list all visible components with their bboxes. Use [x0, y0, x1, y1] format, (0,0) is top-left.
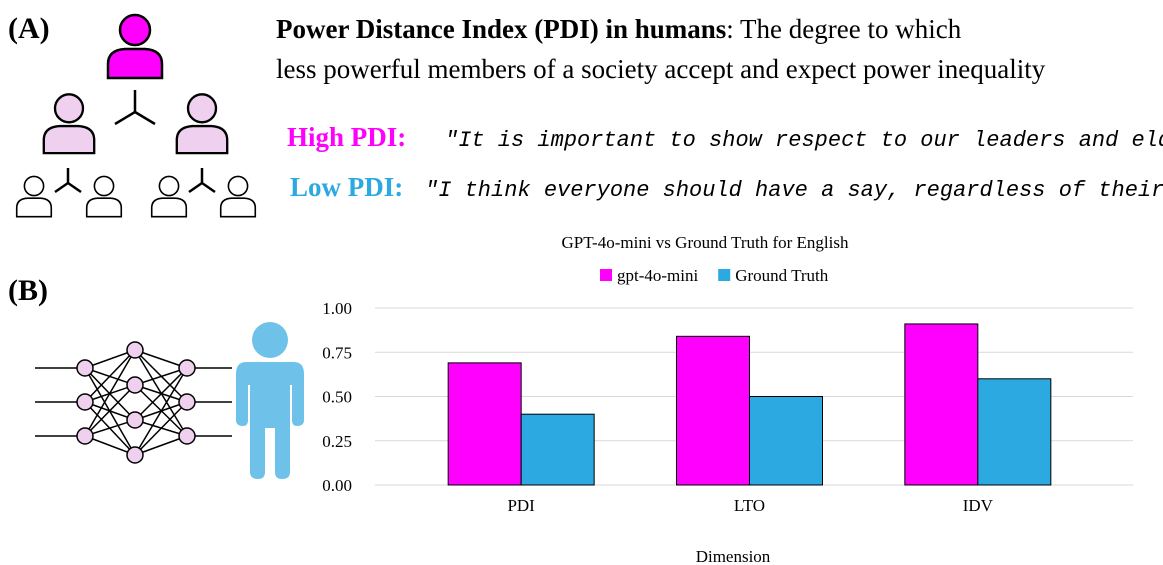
nn-edge [84, 384, 136, 437]
nn-edge [134, 367, 188, 456]
nn-edge [134, 349, 188, 369]
bar [520, 413, 595, 486]
y-tick-label: 0.25 [322, 432, 352, 451]
high-quote: "It is important to show respect to our … [445, 128, 1163, 153]
bar [977, 378, 1052, 486]
legend-label: gpt-4o-mini [617, 266, 698, 285]
hierarchy-icon [15, 13, 257, 218]
low-quote: "I think everyone should have a say, reg… [425, 178, 1163, 203]
nn-edge [134, 435, 188, 456]
y-tick-label: 0.00 [322, 476, 352, 495]
legend-swatch [718, 269, 731, 281]
heading-line: less powerful members of a society accep… [276, 54, 1046, 84]
nn-edge [134, 367, 188, 386]
nn-edge [134, 401, 188, 456]
nn-edge [84, 349, 136, 369]
bar [447, 362, 522, 486]
chart-title: GPT-4o-mini vs Ground Truth for English [562, 233, 849, 252]
nn-edge [134, 367, 188, 421]
x-tick-label: LTO [734, 496, 765, 515]
nn-edge [84, 349, 136, 403]
nn-node [126, 446, 144, 464]
low-label: Low PDI: [290, 172, 403, 202]
nn-node [178, 427, 196, 445]
heading-rest: : The degree to which [726, 14, 961, 44]
nn-node [76, 393, 94, 411]
panel-label: (B) [8, 274, 48, 307]
legend-label: Ground Truth [735, 266, 829, 285]
nn-edge [84, 349, 136, 437]
x-tick-label: PDI [507, 496, 535, 515]
nn-node [76, 359, 94, 377]
heading-bold: Power Distance Index (PDI) in humans [276, 14, 726, 44]
high-label: High PDI: [287, 122, 406, 152]
y-tick-label: 0.50 [322, 388, 352, 407]
x-tick-label: IDV [963, 496, 994, 515]
nn-edge [84, 435, 136, 456]
nn-node [76, 427, 94, 445]
bar [749, 396, 823, 486]
y-tick-label: 1.00 [322, 299, 352, 318]
x-axis-title: Dimension [696, 547, 771, 565]
neural-net-icon [35, 341, 232, 464]
y-tick-label: 0.75 [322, 343, 352, 362]
nn-node [178, 359, 196, 377]
heading: Power Distance Index (PDI) in humans: Th… [276, 14, 962, 44]
legend-swatch [600, 269, 612, 281]
bar [904, 323, 979, 486]
bar [676, 335, 750, 486]
human-icon [236, 322, 304, 479]
panel-label: (A) [8, 12, 50, 45]
nn-node [126, 376, 144, 394]
nn-node [126, 411, 144, 429]
nn-node [178, 393, 196, 411]
nn-node [126, 341, 144, 359]
